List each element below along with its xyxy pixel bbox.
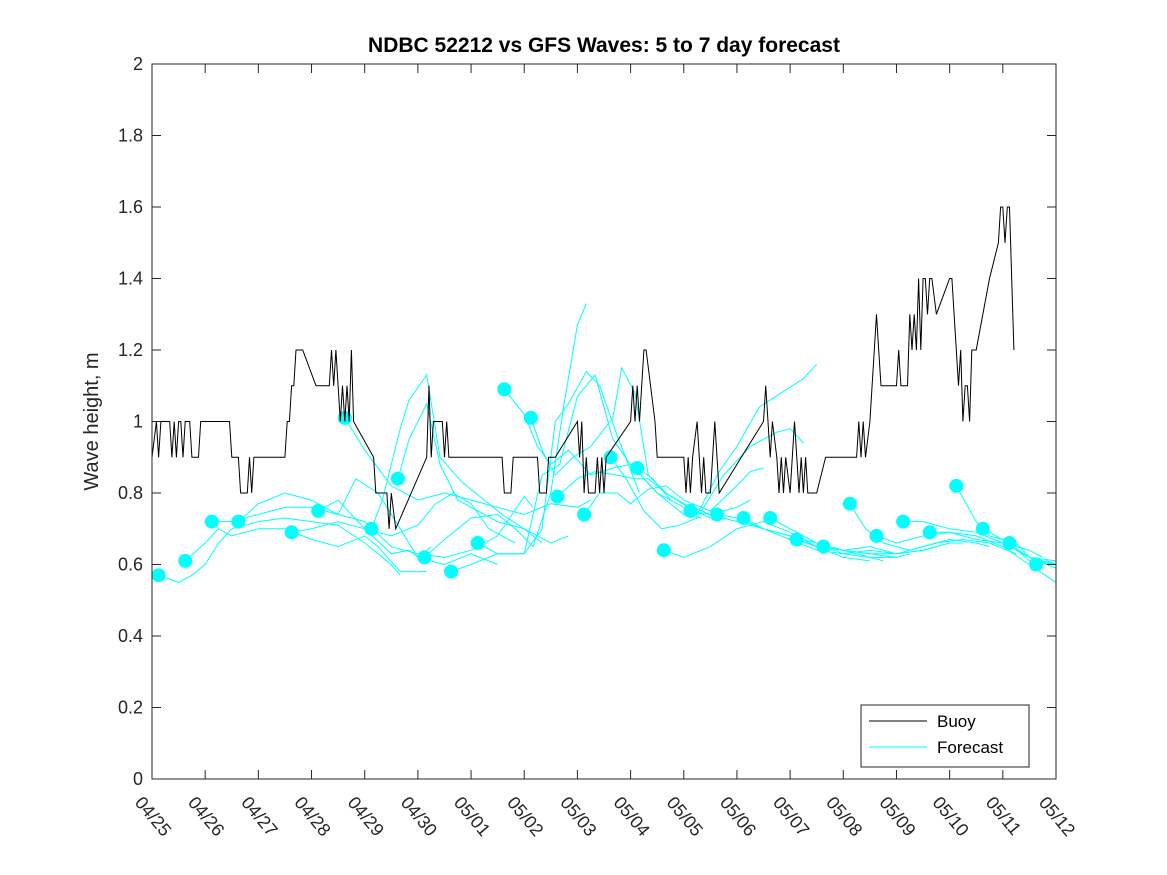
- y-axis-label: Wave height, m: [81, 352, 103, 490]
- forecast-line: [370, 373, 543, 544]
- forecast-start-marker: [710, 507, 724, 522]
- forecast-start-marker: [470, 536, 485, 550]
- forecast-line: [663, 521, 870, 562]
- y-tick-label: 0.6: [118, 555, 143, 575]
- forecast-start-marker: [577, 507, 592, 522]
- forecast-start-marker: [975, 521, 990, 536]
- forecast-start-marker: [869, 528, 884, 543]
- forecast-start-marker: [444, 564, 459, 579]
- forecast-line: [317, 492, 516, 544]
- buoy-line: [151, 206, 1015, 531]
- series-layer: [151, 206, 1057, 583]
- forecast-start-marker: [231, 514, 246, 529]
- y-tick-label: 0.8: [118, 483, 143, 503]
- legend-buoy-label: Buoy: [937, 712, 976, 731]
- forecast-start-marker: [311, 503, 326, 518]
- legend: Buoy Forecast: [860, 704, 1030, 768]
- forecast-line: [211, 477, 498, 566]
- forecast-start-marker: [816, 539, 831, 554]
- forecast-start-marker: [550, 489, 565, 504]
- forecast-line: [610, 428, 804, 530]
- forecast-start-marker: [523, 410, 538, 425]
- forecast-start-marker: [390, 471, 405, 486]
- forecast-start-marker: [151, 568, 166, 583]
- forecast-start-marker: [497, 382, 512, 397]
- forecast-start-marker: [736, 511, 751, 525]
- y-tick-label: 1: [133, 412, 143, 432]
- y-tick-label: 0.4: [118, 626, 143, 646]
- y-tick-label: 1.2: [118, 340, 143, 360]
- forecast-start-marker: [204, 514, 219, 529]
- plot-area: [152, 64, 1056, 779]
- forecast-line: [503, 388, 702, 519]
- forecast-start-marker: [284, 525, 299, 540]
- forecast-line: [636, 363, 818, 516]
- forecast-start-marker: [656, 543, 671, 558]
- forecast-line: [158, 517, 401, 583]
- forecast-start-marker: [417, 550, 432, 565]
- y-tick-label: 0.2: [118, 698, 143, 718]
- forecast-line: [291, 521, 432, 559]
- forecast-line: [424, 303, 587, 558]
- forecast-start-marker: [1029, 557, 1044, 572]
- y-tick-label: 0: [133, 769, 143, 789]
- forecast-start-marker: [763, 511, 778, 525]
- y-tick-label: 1.6: [118, 197, 143, 217]
- forecast-start-marker: [630, 461, 645, 475]
- y-tick-label: 1.8: [118, 126, 143, 146]
- forecast-line: [344, 417, 591, 516]
- forecast-line: [849, 503, 1017, 555]
- forecast-start-marker: [789, 532, 804, 547]
- y-tick-label: 1.4: [118, 269, 143, 289]
- forecast-line: [450, 370, 640, 573]
- legend-forecast-label: Forecast: [937, 738, 1003, 757]
- forecast-start-marker: [1002, 536, 1017, 550]
- forecast-start-marker: [178, 553, 193, 568]
- forecast-line: [583, 467, 764, 515]
- forecast-start-marker: [364, 521, 379, 536]
- forecast-start-marker: [922, 525, 937, 540]
- forecast-start-marker: [896, 514, 911, 529]
- forecast-line: [238, 492, 534, 558]
- legend-box: [860, 704, 1030, 768]
- forecast-line: [1009, 542, 1057, 565]
- forecast-start-marker: [842, 496, 857, 511]
- forecast-line: [876, 531, 1043, 558]
- y-tick-label: 2: [133, 54, 143, 74]
- forecast-start-marker: [683, 503, 698, 518]
- forecast-start-marker: [949, 478, 964, 493]
- chart-title: NDBC 52212 vs GFS Waves: 5 to 7 day fore…: [368, 34, 840, 57]
